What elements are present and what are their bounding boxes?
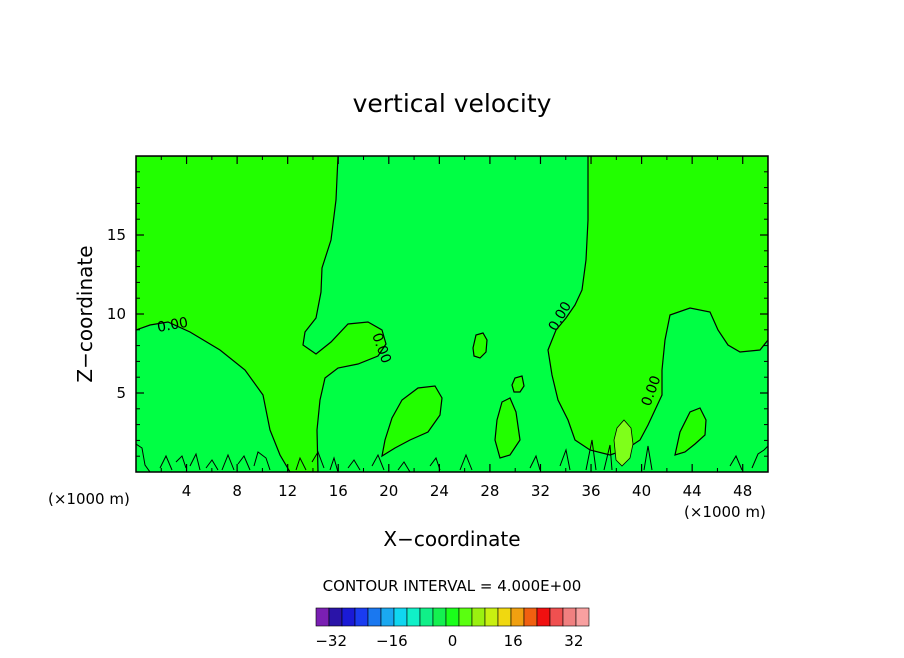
positive-region-blob2 — [472, 332, 488, 359]
colorbar-swatch — [341, 607, 356, 627]
x-tick-label: 32 — [531, 482, 550, 500]
colorbar-swatch — [575, 607, 590, 627]
colorbar-swatch — [458, 607, 473, 627]
colorbar-swatch — [536, 607, 551, 627]
x-tick-label: 44 — [683, 482, 702, 500]
colorbar-swatch — [315, 607, 330, 627]
colorbar-swatch — [471, 607, 486, 627]
colorbar-swatch — [549, 607, 564, 627]
x-unit-left: (×1000 m) — [48, 490, 130, 508]
colorbar-tick-label: 0 — [448, 632, 458, 650]
colorbar-swatch — [497, 607, 512, 627]
positive-region-blob1 — [381, 385, 443, 458]
plot-area — [136, 156, 768, 472]
chart-title: vertical velocity — [353, 89, 552, 118]
contour-label-1: 0.00 — [156, 315, 189, 336]
colorbar-swatch — [510, 607, 525, 627]
positive-region-blob4 — [674, 407, 707, 456]
colorbar-swatch — [354, 607, 369, 627]
x-tick-label: 48 — [733, 482, 752, 500]
x-tick-label: 12 — [278, 482, 297, 500]
x-tick-label: 4 — [182, 482, 192, 500]
contour-interval-text: CONTOUR INTERVAL = 4.000E+00 — [323, 577, 582, 595]
positive-region-blob5 — [511, 375, 525, 393]
x-tick-label: 8 — [232, 482, 242, 500]
colorbar-swatch — [406, 607, 421, 627]
colorbar-tick-label: −32 — [315, 632, 347, 650]
x-tick-label: 40 — [632, 482, 651, 500]
colorbar-tick-label: −16 — [376, 632, 408, 650]
colorbar-tick-label: 16 — [504, 632, 523, 650]
colorbar-swatch — [484, 607, 499, 627]
x-tick-label: 28 — [480, 482, 499, 500]
y-tick-label: 15 — [107, 226, 126, 244]
y-tick-label: 10 — [107, 305, 126, 323]
x-tick-label: 16 — [329, 482, 348, 500]
positive-region-west — [136, 156, 387, 472]
positive-region-east — [547, 156, 768, 456]
colorbar — [315, 607, 590, 627]
colorbar-tick-label: 32 — [564, 632, 583, 650]
x-unit-right: (×1000 m) — [684, 503, 766, 521]
colorbar-swatch — [419, 607, 434, 627]
colorbar-swatch — [523, 607, 538, 627]
x-tick-label: 24 — [430, 482, 449, 500]
strong-positive-region — [613, 419, 634, 467]
positive-region-blob3 — [494, 397, 521, 459]
colorbar-swatch — [328, 607, 343, 627]
colorbar-swatch — [393, 607, 408, 627]
colorbar-swatch — [432, 607, 447, 627]
x-tick-label: 36 — [581, 482, 600, 500]
y-axis: 5 10 15 — [107, 171, 768, 457]
y-tick-label: 5 — [116, 384, 126, 402]
colorbar-ticks: −32 −16 0 16 32 — [315, 632, 583, 650]
x-tick-label: 20 — [379, 482, 398, 500]
contour-line-bottom-noise — [136, 439, 768, 472]
colorbar-swatch — [445, 607, 460, 627]
y-axis-label: Z−coordinate — [73, 245, 97, 382]
colorbar-swatch — [367, 607, 382, 627]
colorbar-swatch — [380, 607, 395, 627]
colorbar-swatch — [562, 607, 577, 627]
x-axis: 4 8 12 16 20 24 28 32 36 40 44 48 — [160, 156, 752, 500]
x-axis-label: X−coordinate — [383, 527, 520, 551]
